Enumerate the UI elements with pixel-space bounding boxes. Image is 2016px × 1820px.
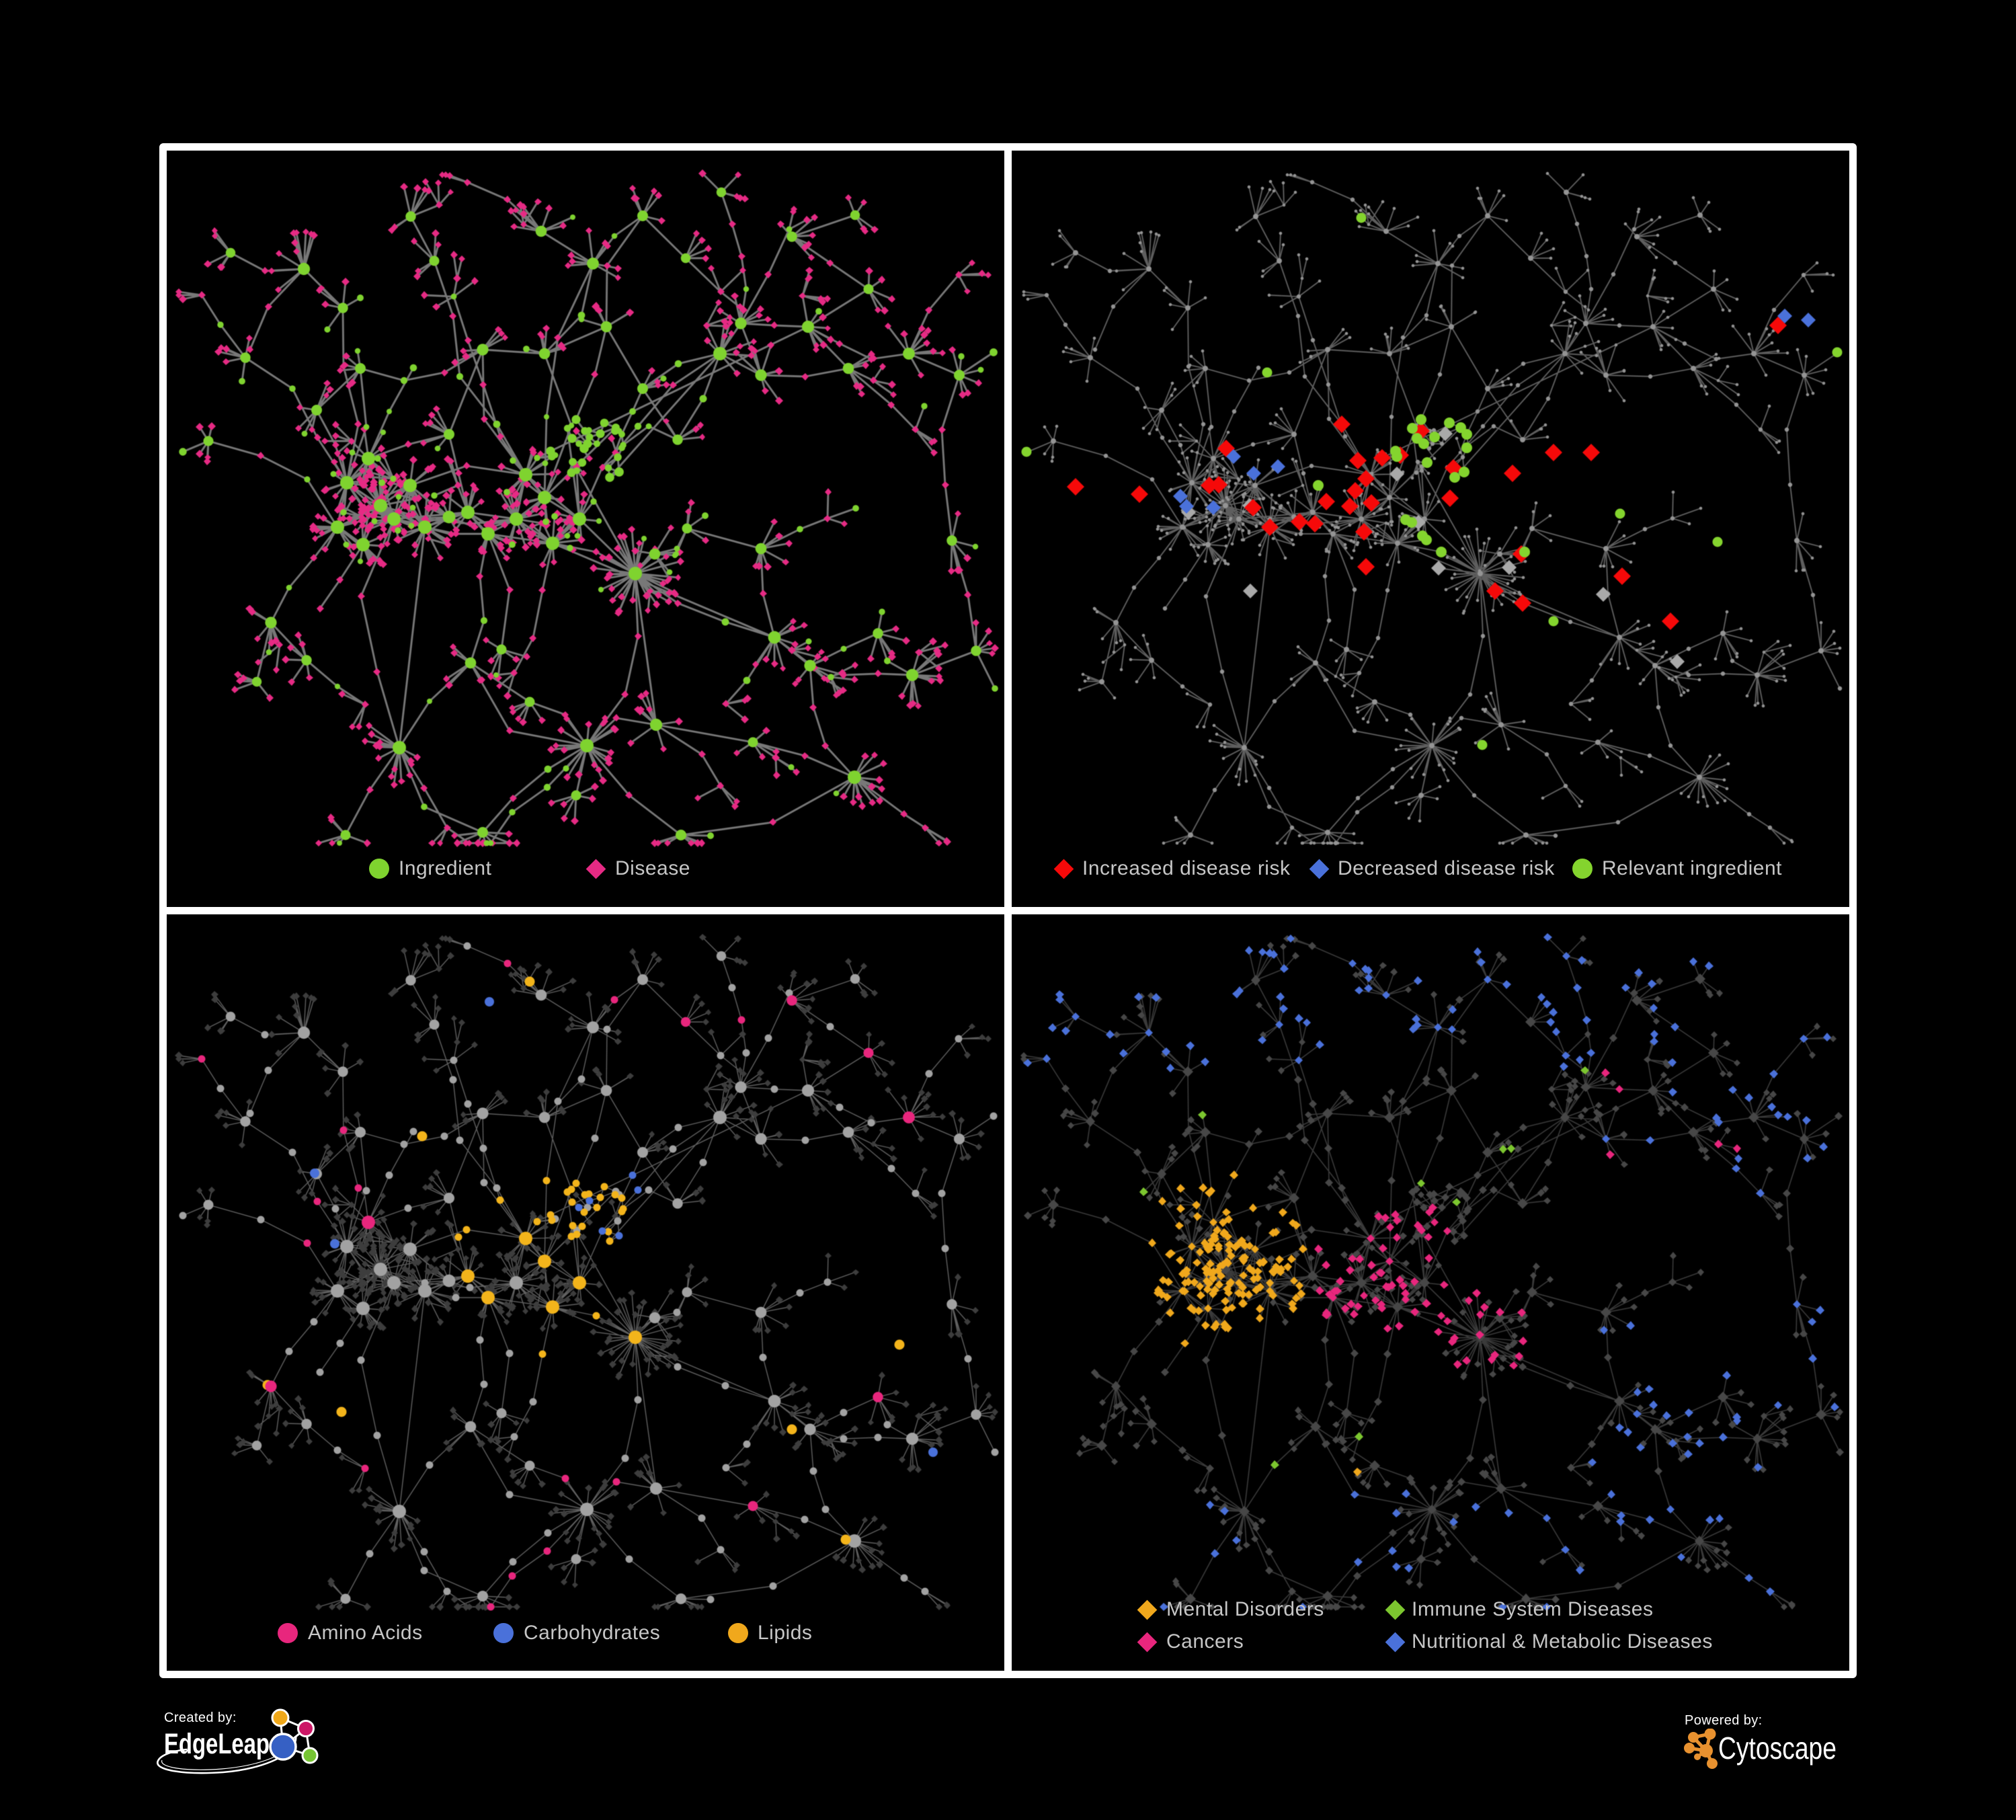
- svg-text:Cytoscape: Cytoscape: [1718, 1731, 1837, 1766]
- svg-text:EdgeLeap: EdgeLeap: [164, 1728, 270, 1760]
